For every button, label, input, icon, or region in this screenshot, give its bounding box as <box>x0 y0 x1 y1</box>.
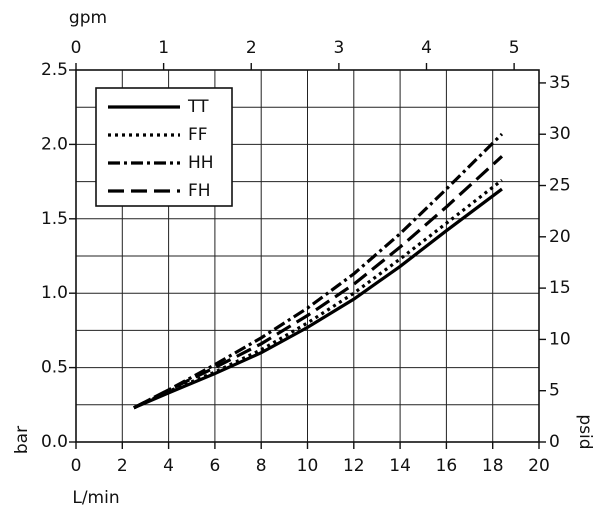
x-tick-label: 2 <box>117 456 128 476</box>
x2-tick-label: 0 <box>71 38 82 58</box>
x2-tick-label: 3 <box>333 38 344 58</box>
y-tick-label: 2.5 <box>41 60 68 80</box>
legend-label: TT <box>187 97 209 117</box>
x-axis-label: L/min <box>72 488 119 508</box>
y2-axis-label: psid <box>575 414 595 449</box>
y-tick-label: 0.0 <box>41 432 68 452</box>
y-tick-label: 1.0 <box>41 283 68 303</box>
x2-tick-label: 4 <box>421 38 432 58</box>
x-tick-label: 0 <box>71 456 82 476</box>
y-tick-label: 0.5 <box>41 358 68 378</box>
x-tick-label: 10 <box>297 456 319 476</box>
x-tick-label: 20 <box>528 456 550 476</box>
y-axis-label: bar <box>12 426 32 454</box>
series-line <box>133 187 503 410</box>
x-tick-label: 6 <box>209 456 220 476</box>
x2-tick-label: 1 <box>158 38 169 58</box>
series-line <box>133 155 504 410</box>
x2-tick-label: 2 <box>246 38 257 58</box>
legend-label: HH <box>188 153 214 173</box>
x-tick-label: 18 <box>482 456 504 476</box>
y2-tick-label: 5 <box>549 381 560 401</box>
y2-tick-label: 15 <box>549 278 571 298</box>
x-tick-label: 16 <box>436 456 458 476</box>
y-tick-label: 2.0 <box>41 134 68 154</box>
y2-tick-label: 10 <box>549 329 571 349</box>
y2-tick-label: 35 <box>549 73 571 93</box>
x2-tick-label: 5 <box>509 38 520 58</box>
y2-tick-label: 0 <box>549 432 560 452</box>
plot-frame <box>75 69 540 443</box>
y2-tick-label: 30 <box>549 124 571 144</box>
y-tick-label: 1.5 <box>41 209 68 229</box>
x-tick-label: 8 <box>256 456 267 476</box>
x-tick-label: 4 <box>163 456 174 476</box>
x-tick-label: 14 <box>389 456 411 476</box>
legend-label: FH <box>188 181 211 201</box>
y2-tick-label: 25 <box>549 176 571 196</box>
y2-tick-label: 20 <box>549 227 571 247</box>
series-line <box>133 178 503 410</box>
x2-axis-label: gpm <box>69 8 107 28</box>
legend-label: FF <box>188 125 208 145</box>
x-tick-label: 12 <box>343 456 365 476</box>
